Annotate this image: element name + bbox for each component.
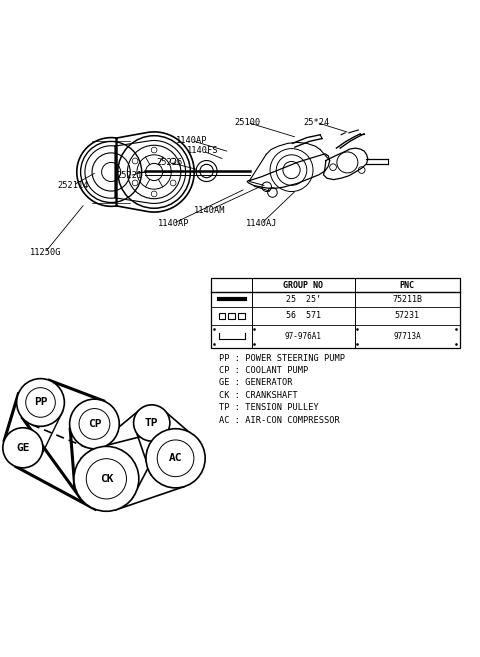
Text: PP : POWER STEERING PUMP: PP : POWER STEERING PUMP: [218, 353, 345, 363]
Circle shape: [70, 399, 119, 449]
Text: 1140AJ: 1140AJ: [246, 219, 277, 228]
Text: AC: AC: [169, 453, 182, 463]
Text: 1140AM: 1140AM: [194, 206, 225, 215]
Bar: [238, 313, 245, 319]
Text: 75211B: 75211B: [392, 295, 422, 304]
Circle shape: [146, 429, 205, 488]
Text: GE: GE: [16, 443, 30, 453]
Text: 1140FS: 1140FS: [187, 147, 218, 156]
Text: 1140AP: 1140AP: [176, 136, 207, 145]
Text: 252114: 252114: [57, 181, 89, 190]
Bar: [218, 313, 226, 319]
Text: 25  25’: 25 25’: [286, 295, 321, 304]
Text: GROUP NO: GROUP NO: [283, 281, 323, 290]
Text: CK: CK: [100, 474, 113, 484]
Text: CK : CRANKSHAFT: CK : CRANKSHAFT: [218, 391, 297, 400]
Text: 1140AP: 1140AP: [157, 219, 189, 228]
Text: 25226: 25226: [156, 158, 182, 167]
Circle shape: [17, 378, 64, 426]
Text: PP: PP: [34, 397, 47, 407]
Text: 97-976A1: 97-976A1: [285, 332, 322, 340]
Circle shape: [74, 446, 139, 511]
Circle shape: [133, 405, 170, 441]
Text: 97713A: 97713A: [393, 332, 421, 340]
Text: TP: TP: [145, 418, 158, 428]
Text: PNC: PNC: [399, 281, 415, 290]
Text: 25*24: 25*24: [303, 118, 329, 127]
Bar: [211, 279, 459, 348]
Circle shape: [3, 428, 43, 468]
Text: 25221: 25221: [116, 171, 143, 180]
Bar: [228, 313, 235, 319]
Text: CP: CP: [88, 419, 101, 429]
Text: 57231: 57231: [395, 311, 420, 321]
Text: 56  571: 56 571: [286, 311, 321, 321]
Text: AC : AIR-CON COMPRESSOR: AC : AIR-CON COMPRESSOR: [218, 416, 339, 424]
Text: GE : GENERATOR: GE : GENERATOR: [218, 378, 292, 388]
Text: 11250G: 11250G: [30, 248, 61, 257]
Text: TP : TENSION PULLEY: TP : TENSION PULLEY: [218, 403, 318, 412]
Text: CP : COOLANT PUMP: CP : COOLANT PUMP: [218, 366, 308, 375]
Text: 25100: 25100: [234, 118, 260, 127]
